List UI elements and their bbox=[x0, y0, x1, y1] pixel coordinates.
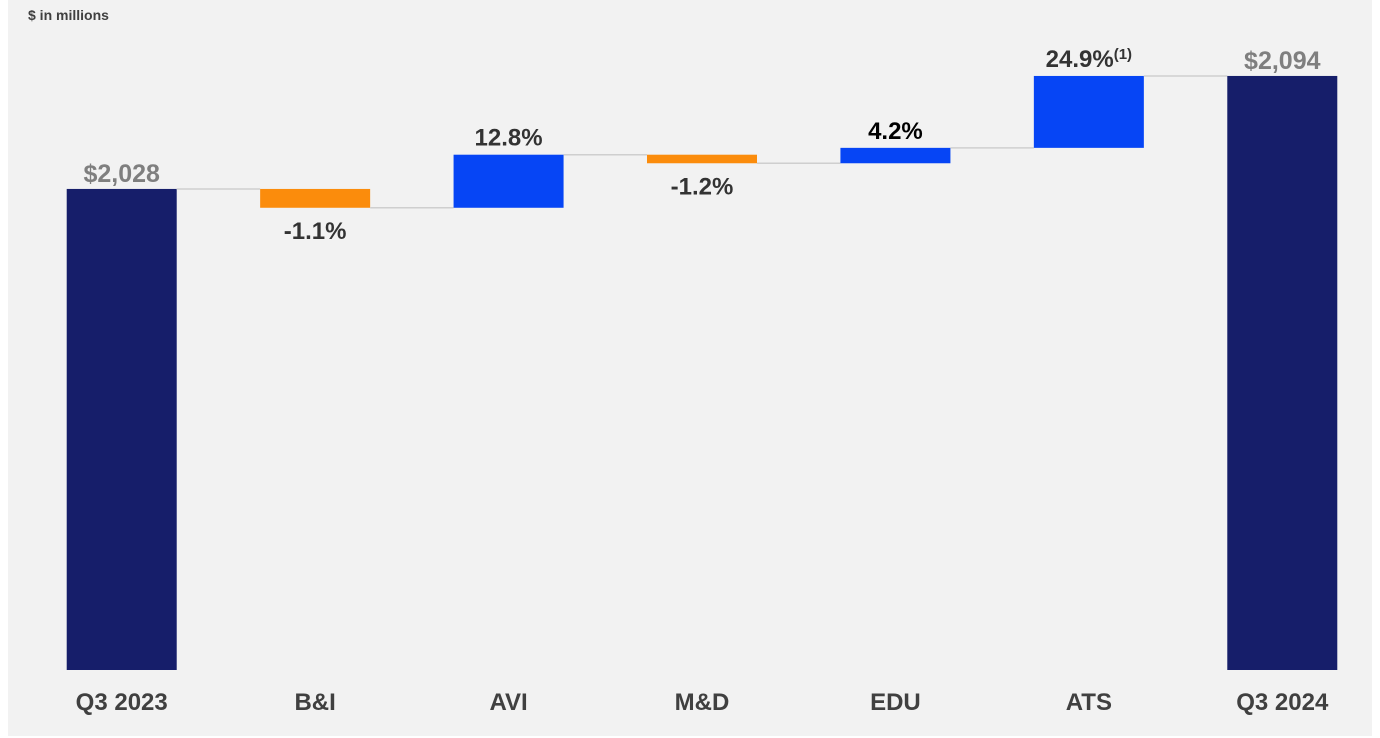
bar bbox=[453, 154, 564, 208]
plot-background bbox=[8, 0, 1372, 736]
bar bbox=[1033, 75, 1144, 148]
change-label: 4.2% bbox=[868, 118, 923, 145]
change-label: -1.1% bbox=[284, 218, 347, 245]
value-label: -1.2% bbox=[671, 173, 734, 200]
bar bbox=[1227, 75, 1338, 670]
x-tick-label: Q3 2023 bbox=[76, 689, 168, 716]
value-label: $2,094 bbox=[1244, 47, 1321, 75]
x-tick-label: ATS bbox=[1066, 689, 1112, 716]
x-tick-label: M&D bbox=[675, 689, 730, 716]
subtitle: $ in millions bbox=[28, 7, 109, 23]
bar bbox=[840, 147, 951, 164]
value-label: 4.2% bbox=[868, 118, 923, 145]
bar bbox=[647, 154, 757, 164]
footnote-mark: (1) bbox=[1114, 46, 1132, 63]
change-label: -1.2% bbox=[671, 173, 734, 200]
x-tick-label: B&I bbox=[294, 689, 335, 716]
value-label: 12.8% bbox=[475, 125, 543, 152]
change-label: 24.9% bbox=[1046, 46, 1114, 73]
x-tick-label: EDU bbox=[870, 689, 921, 716]
value-label: $2,028 bbox=[83, 160, 160, 188]
value-label: 24.9%(1) bbox=[1046, 46, 1132, 73]
x-tick-label: Q3 2024 bbox=[1236, 689, 1329, 716]
bar bbox=[260, 188, 371, 208]
value-label: -1.1% bbox=[284, 218, 347, 245]
change-label: 12.8% bbox=[475, 125, 543, 152]
x-tick-label: AVI bbox=[489, 689, 527, 716]
bar bbox=[66, 188, 177, 670]
